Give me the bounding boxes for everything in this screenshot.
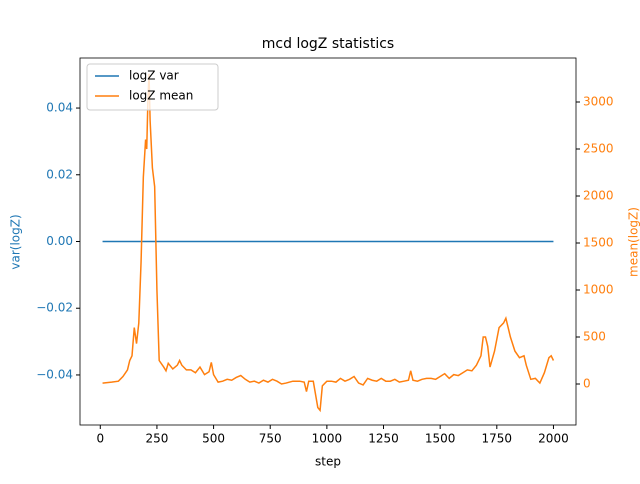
x-tick-label: 750 <box>259 432 282 446</box>
x-tick-label: 2000 <box>538 432 569 446</box>
x-tick-label: 500 <box>202 432 225 446</box>
y-tick-label: 0.02 <box>46 167 73 181</box>
x-tick-label: 1500 <box>425 432 456 446</box>
y-tick-label: −0.04 <box>36 367 73 381</box>
legend-label: logZ var <box>129 69 179 83</box>
y-tick-label: −0.02 <box>36 301 73 315</box>
y2-tick-label: 1000 <box>583 283 614 297</box>
y2-axis-label: mean(logZ) <box>627 207 640 277</box>
y-tick-label: 0.04 <box>46 101 73 115</box>
x-tick-label: 1000 <box>312 432 343 446</box>
y-axis-label: var(logZ) <box>9 214 23 269</box>
y2-tick-label: 500 <box>583 330 606 344</box>
y-tick-label: 0.00 <box>46 234 73 248</box>
x-axis-label: step <box>315 455 341 469</box>
y2-tick-label: 3000 <box>583 94 614 108</box>
y2-tick-label: 2500 <box>583 141 614 155</box>
x-tick-label: 0 <box>96 432 104 446</box>
y2-tick-label: 1500 <box>583 236 614 250</box>
chart-title: mcd logZ statistics <box>262 36 394 52</box>
x-tick-label: 1250 <box>368 432 399 446</box>
y2-tick-label: 0 <box>583 377 591 391</box>
legend-label: logZ mean <box>129 89 193 103</box>
y2-tick-label: 2000 <box>583 189 614 203</box>
x-tick-label: 1750 <box>482 432 513 446</box>
x-tick-label: 250 <box>145 432 168 446</box>
